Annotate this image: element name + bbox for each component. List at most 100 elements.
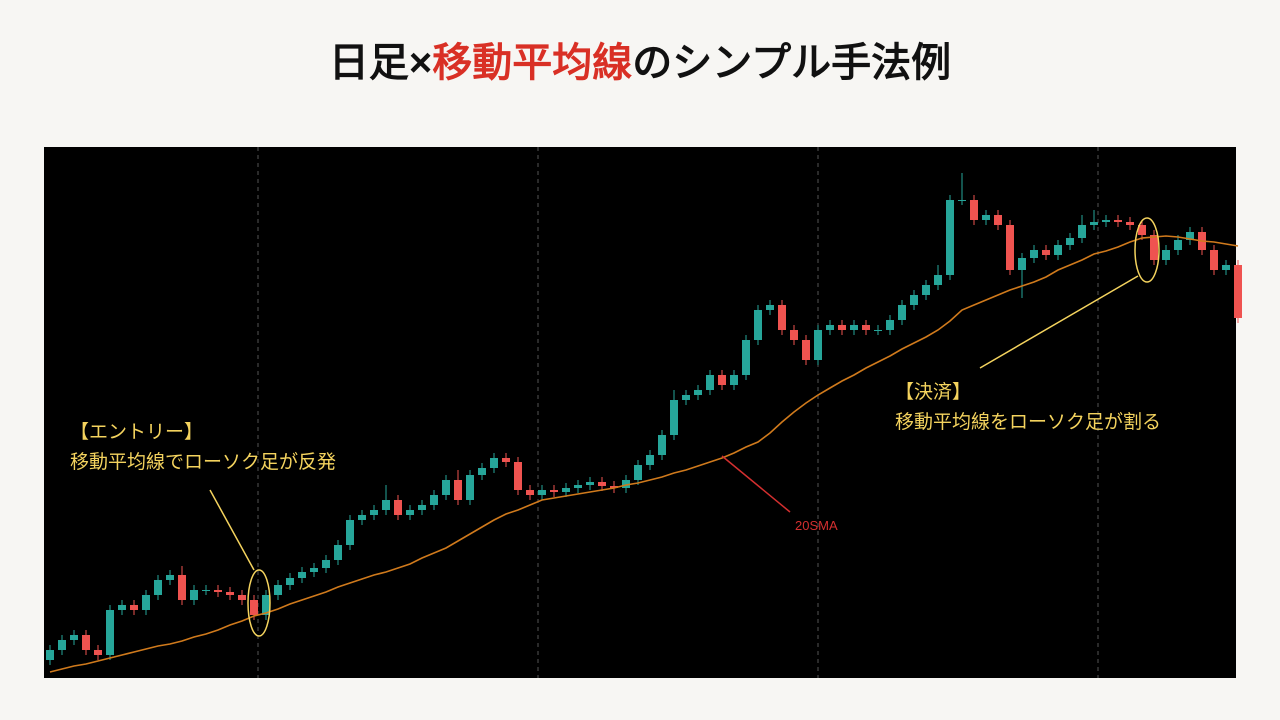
candle-body <box>658 435 666 455</box>
exit-heading: 【決済】 <box>895 381 971 403</box>
candle-body <box>1186 232 1194 240</box>
candle-body <box>166 575 174 580</box>
candle-body <box>922 285 930 295</box>
candle-body <box>118 605 126 610</box>
candle-body <box>586 482 594 485</box>
candle-body <box>1174 240 1182 250</box>
candle-body <box>310 568 318 572</box>
candle-body <box>706 375 714 390</box>
candle-body <box>934 275 942 285</box>
sma-label: 20SMA <box>795 518 838 533</box>
candle-body <box>622 480 630 488</box>
candle-body <box>1222 265 1230 270</box>
candle-body <box>646 455 654 465</box>
candle-body <box>1054 245 1062 255</box>
exit-text: 移動平均線をローソク足が割る <box>895 411 1161 433</box>
candle-body <box>1066 238 1074 245</box>
candle-body <box>334 545 342 560</box>
plot <box>46 173 1242 673</box>
title-part: 移動平均線 <box>432 41 632 85</box>
candle-body <box>550 490 558 492</box>
candle-body <box>286 578 294 585</box>
candle-body <box>226 592 234 595</box>
candle-body <box>670 400 678 435</box>
candle-body <box>1210 250 1218 270</box>
candle-body <box>406 510 414 515</box>
candle-body <box>730 375 738 385</box>
candle-body <box>838 325 846 330</box>
candle-body <box>718 375 726 385</box>
candle-body <box>862 325 870 330</box>
candle-body <box>430 495 438 505</box>
candle-body <box>778 305 786 330</box>
candle-body <box>826 325 834 330</box>
candle-body <box>154 580 162 595</box>
sma-line <box>49 235 1239 673</box>
candle-body <box>514 462 522 490</box>
candle-body <box>142 595 150 610</box>
candle-body <box>1126 222 1134 225</box>
candle-body <box>106 610 114 655</box>
candle-body <box>1090 222 1098 225</box>
candle-body <box>382 500 390 510</box>
candle-body <box>466 475 474 500</box>
candle-body <box>790 330 798 340</box>
candle-body <box>178 575 186 600</box>
candle-body <box>358 515 366 520</box>
candle-body <box>694 390 702 395</box>
candle-body <box>442 480 450 495</box>
candle-body <box>574 485 582 488</box>
candle-body <box>1138 225 1146 235</box>
candle-body <box>742 340 750 375</box>
candle-body <box>418 505 426 510</box>
candle-body <box>898 305 906 320</box>
candle-body <box>1102 220 1110 222</box>
candle-body <box>1078 225 1086 238</box>
candle-body <box>1030 250 1038 258</box>
candle-body <box>1042 250 1050 255</box>
candle-body <box>526 490 534 495</box>
candle-body <box>394 500 402 515</box>
candle-body <box>70 635 78 640</box>
candle-body <box>598 482 606 486</box>
candle-body <box>1162 250 1170 260</box>
candle-body <box>814 330 822 360</box>
candle-body <box>454 480 462 500</box>
candle-body <box>262 595 270 615</box>
candle-body <box>346 520 354 545</box>
candle-body <box>1150 235 1158 260</box>
candle-body <box>994 215 1002 225</box>
vertical-grid <box>257 147 1099 678</box>
candle-body <box>490 458 498 468</box>
candle-body <box>910 295 918 305</box>
candle-body <box>1114 220 1122 222</box>
candle-body <box>370 510 378 515</box>
candle-body <box>958 200 966 201</box>
candle-body <box>610 486 618 488</box>
candle-body <box>1018 258 1026 270</box>
candle-body <box>130 605 138 610</box>
candle-body <box>850 325 858 330</box>
candle-body <box>46 650 54 660</box>
entry-text: 移動平均線でローソク足が反発 <box>70 451 336 473</box>
candle-body <box>502 458 510 462</box>
candle-body <box>1006 225 1014 270</box>
chart-area <box>44 147 1236 678</box>
candle-body <box>478 468 486 475</box>
candle-body <box>322 560 330 568</box>
candle-body <box>970 200 978 220</box>
candle-body <box>538 490 546 495</box>
candle-body <box>802 340 810 360</box>
candle-body <box>754 310 762 340</box>
candle-body <box>250 600 258 615</box>
candle-body <box>634 465 642 480</box>
candle-body <box>214 590 222 592</box>
candle-body <box>58 640 66 650</box>
title-part: 日足× <box>329 41 432 85</box>
candle-body <box>298 572 306 578</box>
candle-body <box>886 320 894 330</box>
candle-body <box>682 395 690 400</box>
candle-body <box>274 585 282 595</box>
title-part: のシンプル手法例 <box>632 41 951 85</box>
